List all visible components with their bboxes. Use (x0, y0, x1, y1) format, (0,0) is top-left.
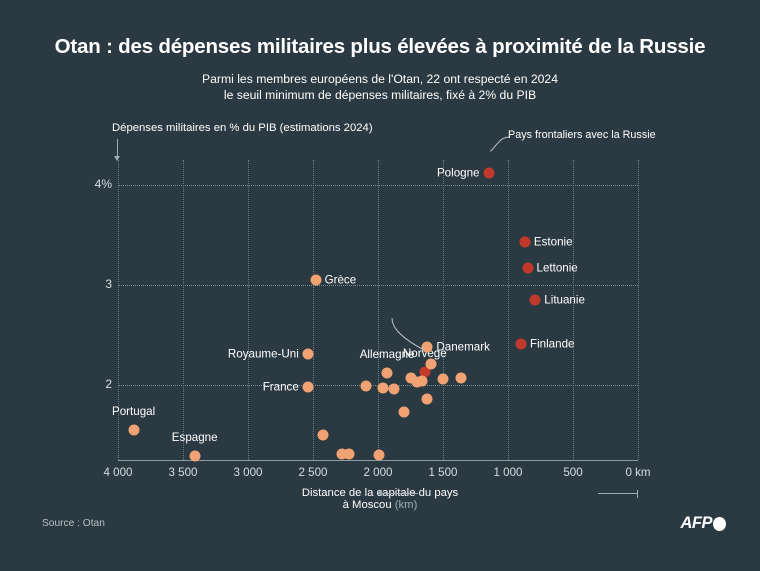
data-point-label: Danemark (436, 340, 490, 354)
x-axis-title-sub-text: à Moscou (342, 499, 392, 511)
y-axis-line (118, 160, 120, 460)
data-point[interactable] (405, 372, 416, 384)
y-axis-tick-label: 3 (105, 277, 112, 291)
data-point-lituanie[interactable] (529, 294, 541, 306)
x-axis-tick-label: 0 km (625, 466, 651, 479)
data-point-estonie[interactable] (519, 236, 531, 248)
data-point-gr-ce[interactable] (310, 274, 322, 286)
data-point-france[interactable] (302, 381, 314, 393)
y-axis-tick-label: 4% (94, 177, 112, 191)
data-point[interactable] (398, 406, 410, 418)
data-point-label: Portugal (112, 405, 156, 418)
data-point-pologne[interactable] (483, 167, 494, 179)
x-axis-arrow-left-icon (377, 490, 418, 496)
gridline-vertical (313, 160, 314, 460)
data-point-norv-ge[interactable] (419, 366, 431, 378)
x-axis-tick-label: 1 000 (493, 466, 523, 479)
gridline-vertical (183, 160, 184, 460)
data-point-portugal[interactable] (128, 424, 140, 436)
afp-logo: AFP (680, 514, 726, 533)
page-subtitle: Parmi les membres européens de l'Otan, 2… (0, 71, 760, 103)
data-point-label: Allemagne (359, 348, 415, 361)
legend-callout-label: Pays frontaliers avec la Russie (508, 129, 656, 141)
data-point[interactable] (336, 448, 348, 460)
gridline-vertical (248, 160, 249, 460)
x-axis-tick-label: 3 500 (168, 466, 198, 479)
gridline-vertical (443, 160, 444, 460)
x-axis-tick-label: 4 000 (103, 466, 133, 479)
x-axis-tick-label: 2 500 (298, 466, 328, 479)
y-axis-arrow-icon (114, 139, 120, 161)
subtitle-line-2: le seuil minimum de dépenses militaires,… (223, 88, 537, 102)
data-point[interactable] (377, 382, 389, 394)
page-title: Otan : des dépenses militaires plus élev… (54, 35, 706, 58)
gridline-vertical (638, 160, 639, 460)
data-point-label: Pologne (436, 166, 480, 180)
gridline-vertical (378, 160, 379, 460)
x-axis-unit: (km) (394, 499, 418, 511)
y-axis-tick-label: 2 (105, 377, 112, 391)
data-point[interactable] (437, 373, 449, 385)
data-point[interactable] (373, 449, 385, 461)
data-point-label: France (262, 380, 299, 394)
x-axis-tick-label: 3 000 (233, 466, 263, 479)
data-point[interactable] (388, 383, 400, 395)
afp-logo-dot-icon (713, 516, 726, 531)
data-point[interactable] (416, 375, 428, 387)
data-point-label: Lettonie (536, 261, 578, 275)
data-point-royaume-uni[interactable] (302, 348, 314, 360)
x-axis-line (118, 460, 638, 461)
header: Otan : des dépenses militaires plus élev… (0, 0, 760, 103)
data-point[interactable] (421, 393, 433, 405)
data-point-finlande[interactable] (515, 338, 527, 350)
data-point[interactable] (425, 358, 437, 370)
gridline-vertical (508, 160, 509, 460)
data-point-label: Estonie (533, 235, 573, 249)
y-axis-title: Dépenses militaires en % du PIB (estimat… (112, 122, 373, 134)
data-point-label: Grèce (324, 273, 357, 287)
data-point-label: Finlande (530, 337, 575, 351)
afp-logo-text: AFP (680, 514, 713, 532)
x-axis-tick-label: 1 500 (428, 466, 458, 479)
x-axis-tick-label: 2 000 (363, 466, 393, 479)
data-point-label: Lituanie (544, 293, 585, 307)
data-point-label: Espagne (171, 431, 218, 444)
data-point[interactable] (317, 429, 329, 441)
data-point-espagne[interactable] (189, 450, 201, 462)
data-point[interactable] (360, 380, 372, 392)
subtitle-line-1: Parmi les membres européens de l'Otan, 2… (202, 72, 558, 86)
data-point[interactable] (343, 448, 355, 460)
gridline-vertical (573, 160, 574, 460)
x-axis-title-sub: à Moscou (km) (302, 499, 458, 511)
source-note: Source : Otan (42, 518, 105, 529)
data-point-danemark[interactable] (421, 341, 433, 353)
x-axis-arrow-right-icon (598, 489, 638, 498)
x-axis-tick-label: 500 (563, 466, 583, 479)
data-point-allemagne[interactable] (381, 367, 393, 379)
data-point-label: Royaume-Uni (227, 347, 299, 361)
data-point[interactable] (455, 372, 467, 384)
data-point-lettonie[interactable] (522, 262, 533, 274)
